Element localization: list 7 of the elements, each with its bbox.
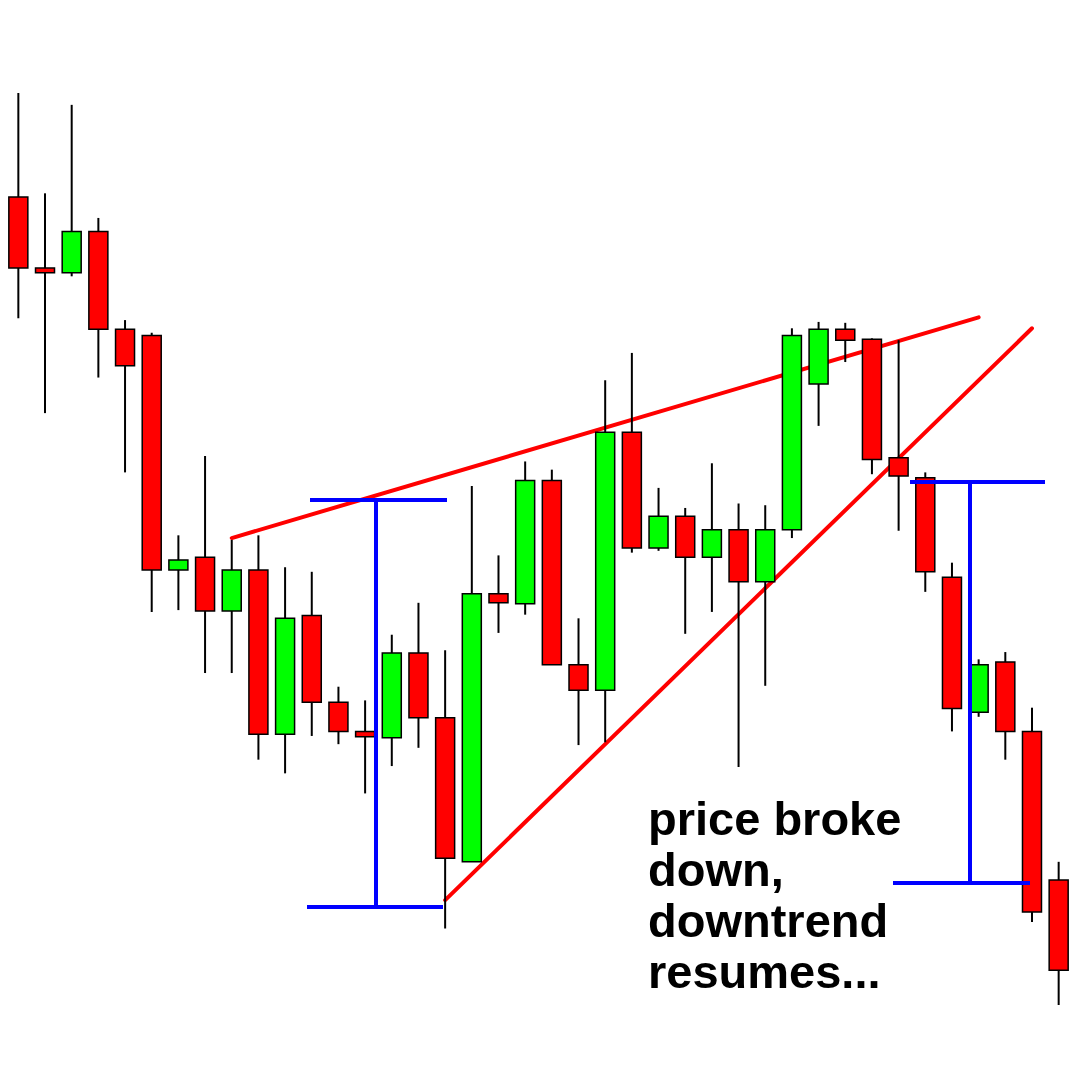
candlestick <box>488 554 509 634</box>
candlestick <box>354 699 376 795</box>
annotation: price broke down, downtrend resumes... <box>648 792 902 998</box>
candlestick <box>888 339 909 532</box>
candlestick <box>168 534 189 612</box>
candlestick <box>835 321 856 364</box>
candlestick <box>34 192 56 415</box>
